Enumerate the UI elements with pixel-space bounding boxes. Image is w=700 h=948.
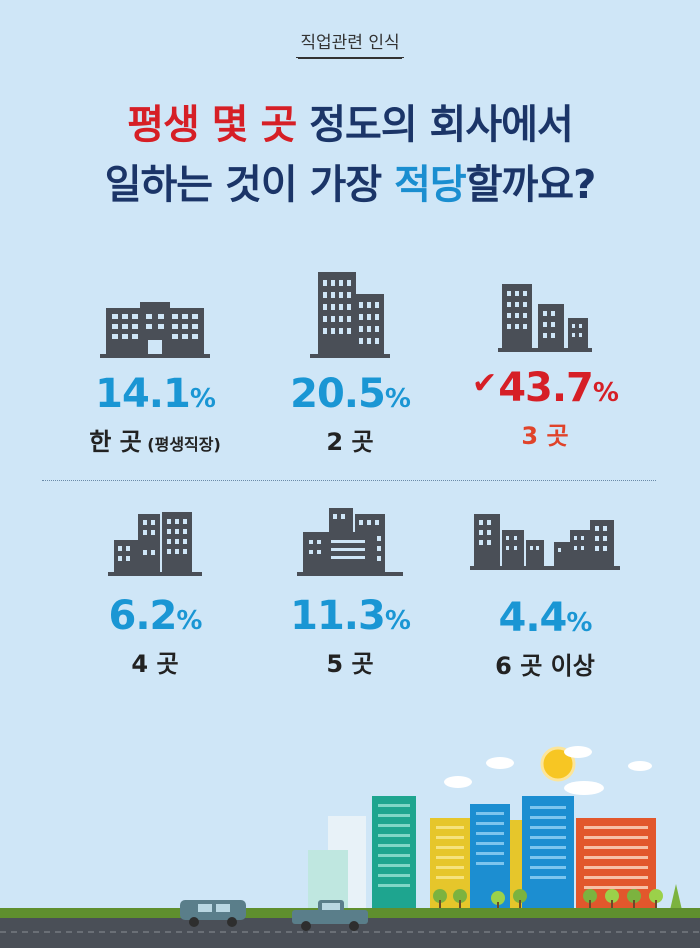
percent-value: 6.2 <box>108 593 178 639</box>
category-tag: 직업관련 인식 <box>0 28 700 58</box>
buildings-6-icon <box>470 514 620 570</box>
check-icon: ✔ <box>472 366 497 401</box>
section-divider <box>42 480 656 481</box>
buildings-4-icon <box>108 512 202 576</box>
percent-value: 14.1 <box>95 371 191 417</box>
van-icon <box>180 900 246 927</box>
count-label: 5 곳 <box>326 650 374 678</box>
sun-icon <box>540 746 576 782</box>
city-skyline-illustration <box>0 746 700 948</box>
count-label: 2 곳 <box>326 428 374 456</box>
count-label: 한 곳 <box>89 428 142 456</box>
stat-four-companies: 6.2% 4 곳 <box>45 510 265 679</box>
cloud-icon <box>444 746 652 795</box>
count-label: 6 곳 이상 <box>495 652 595 680</box>
pickup-truck-icon <box>292 900 368 931</box>
buildings-2-icon <box>310 272 390 358</box>
stat-five-companies: 11.3% 5 곳 <box>240 506 460 679</box>
percent-value: 20.5 <box>290 371 386 417</box>
count-label: 3 곳 <box>521 422 569 450</box>
percent-value: 4.4 <box>498 595 568 641</box>
building-1-icon <box>100 302 210 358</box>
buildings-5-icon <box>297 508 403 576</box>
percent-unit: % <box>189 384 216 414</box>
percent-value: 43.7 <box>498 365 594 411</box>
stat-two-companies: 20.5% 2 곳 <box>240 268 460 457</box>
percent-unit: % <box>176 606 202 636</box>
tree-icon <box>433 884 682 912</box>
count-sublabel: (평생직장) <box>141 435 221 454</box>
percent-unit: % <box>592 378 619 408</box>
title-line-2: 일하는 것이 가장 적당할까요? <box>104 162 597 208</box>
stat-six-or-more-companies: 4.4% 6 곳 이상 <box>435 512 655 681</box>
percent-unit: % <box>384 606 411 636</box>
title-line-1: 평생 몇 곳 정도의 회사에서 <box>127 102 574 148</box>
percent-unit: % <box>384 384 411 414</box>
percent-value: 11.3 <box>290 593 386 639</box>
buildings-3-icon <box>498 284 592 352</box>
stat-three-companies: ✔43.7% 3 곳 <box>435 282 655 451</box>
stat-one-company: 14.1% 한 곳 (평생직장) <box>45 300 265 460</box>
count-label: 4 곳 <box>131 650 179 678</box>
percent-unit: % <box>566 608 592 638</box>
